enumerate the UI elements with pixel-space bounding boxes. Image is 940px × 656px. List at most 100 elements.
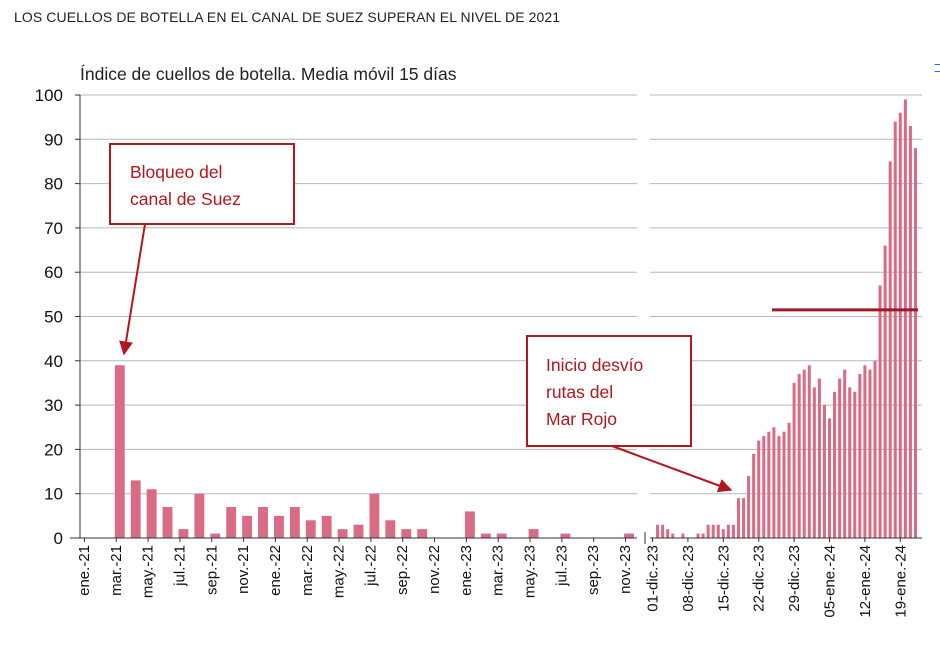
bar xyxy=(706,524,710,538)
bar xyxy=(873,360,877,538)
x-tick-label: jul.-21 xyxy=(171,545,188,587)
bar xyxy=(721,529,725,538)
x-tick-label: may.-22 xyxy=(331,545,348,598)
bar xyxy=(878,285,882,538)
bar xyxy=(807,365,811,538)
bar xyxy=(848,387,852,538)
annotation-box xyxy=(526,335,692,447)
y-tick-label: 30 xyxy=(44,396,63,415)
bar xyxy=(787,422,791,538)
bar xyxy=(863,365,867,538)
x-tick-label: may.-21 xyxy=(140,545,157,598)
bar xyxy=(913,148,917,538)
bracket-icon: ⊐ xyxy=(933,59,940,76)
y-tick-label: 90 xyxy=(44,130,63,149)
bar xyxy=(792,382,796,538)
y-tick-label: 40 xyxy=(44,352,63,371)
x-tick-label: mar.-21 xyxy=(108,545,125,596)
bar xyxy=(656,524,660,538)
x-tick-label: 01-dic.-23 xyxy=(645,545,662,612)
x-tick-label: sep.-21 xyxy=(203,545,220,595)
bar xyxy=(726,524,730,538)
annotation-box xyxy=(109,143,295,225)
bar xyxy=(289,506,300,538)
bar xyxy=(762,436,766,538)
bar xyxy=(908,126,912,538)
x-tick-label: 12-ene.-24 xyxy=(857,545,874,618)
bar xyxy=(767,431,771,538)
bar xyxy=(305,520,316,538)
chart-subtitle: Índice de cuellos de botella. Media móvi… xyxy=(80,64,457,84)
annotation-text: Mar Rojo xyxy=(546,409,617,429)
x-tick-label: 29-dic.-23 xyxy=(786,545,803,612)
x-tick-label: sep.-22 xyxy=(394,545,411,595)
bar xyxy=(194,493,205,538)
y-tick-label: 20 xyxy=(44,440,63,459)
bar xyxy=(178,529,189,538)
bar xyxy=(337,529,348,538)
bars xyxy=(114,99,917,539)
bar xyxy=(661,524,665,538)
bar xyxy=(858,374,862,538)
bar xyxy=(833,391,837,538)
bar xyxy=(369,493,380,538)
bar xyxy=(258,506,268,538)
bar xyxy=(802,369,806,538)
bar xyxy=(353,524,364,538)
x-tick-label: sep.-23 xyxy=(585,545,602,595)
bar xyxy=(843,369,847,538)
grid-lines xyxy=(80,94,922,495)
bar xyxy=(782,431,786,538)
bar xyxy=(273,515,284,538)
bar xyxy=(385,520,396,538)
x-tick-label: mar.-23 xyxy=(490,545,507,596)
bar xyxy=(417,529,428,538)
bar xyxy=(696,533,700,538)
bar xyxy=(853,391,857,538)
bar xyxy=(812,387,816,538)
annotation-text: canal de Suez xyxy=(130,189,241,209)
bar xyxy=(716,524,720,538)
bar xyxy=(480,533,491,538)
bar xyxy=(114,365,125,538)
bar xyxy=(888,161,892,538)
bar xyxy=(464,511,475,538)
annotation-text: rutas del xyxy=(546,382,613,402)
x-tick-label: 15-dic.-23 xyxy=(715,545,732,612)
annotation-text: Inicio desvío xyxy=(546,355,643,375)
bar xyxy=(130,480,141,538)
x-tick-label: may.-23 xyxy=(522,545,539,598)
x-tick-label: nov.-22 xyxy=(426,545,443,594)
y-tick-label: 70 xyxy=(44,219,63,238)
x-tick-label: 08-dic.-23 xyxy=(680,545,697,612)
bar xyxy=(701,533,705,538)
bar xyxy=(496,533,507,538)
bar xyxy=(898,112,902,538)
x-tick-label: ene.-21 xyxy=(76,545,93,596)
bar xyxy=(242,515,253,538)
bar xyxy=(868,369,872,538)
x-tick-label: jul.-22 xyxy=(362,545,379,587)
x-tick-label: mar.-22 xyxy=(299,545,316,596)
bar xyxy=(528,529,539,538)
bar xyxy=(736,498,741,538)
y-tick-label: 80 xyxy=(44,175,63,194)
bar xyxy=(671,533,675,538)
annotation-arrow xyxy=(119,223,146,356)
page-title: LOS CUELLOS DE BOTELLA EN EL CANAL DE SU… xyxy=(14,9,561,25)
bar xyxy=(711,524,715,538)
x-tick-label: jul.-23 xyxy=(553,545,570,587)
x-tick-label: 22-dic.-23 xyxy=(751,545,768,612)
bar xyxy=(772,427,776,538)
bar xyxy=(757,440,761,538)
bar xyxy=(827,418,832,538)
bar xyxy=(742,498,746,538)
x-tick-label: 19-ene.-24 xyxy=(892,545,909,618)
bar xyxy=(797,374,801,538)
bar xyxy=(731,524,735,538)
bar xyxy=(162,506,173,538)
bar xyxy=(146,489,157,538)
bar xyxy=(883,245,887,538)
bar xyxy=(624,533,634,538)
